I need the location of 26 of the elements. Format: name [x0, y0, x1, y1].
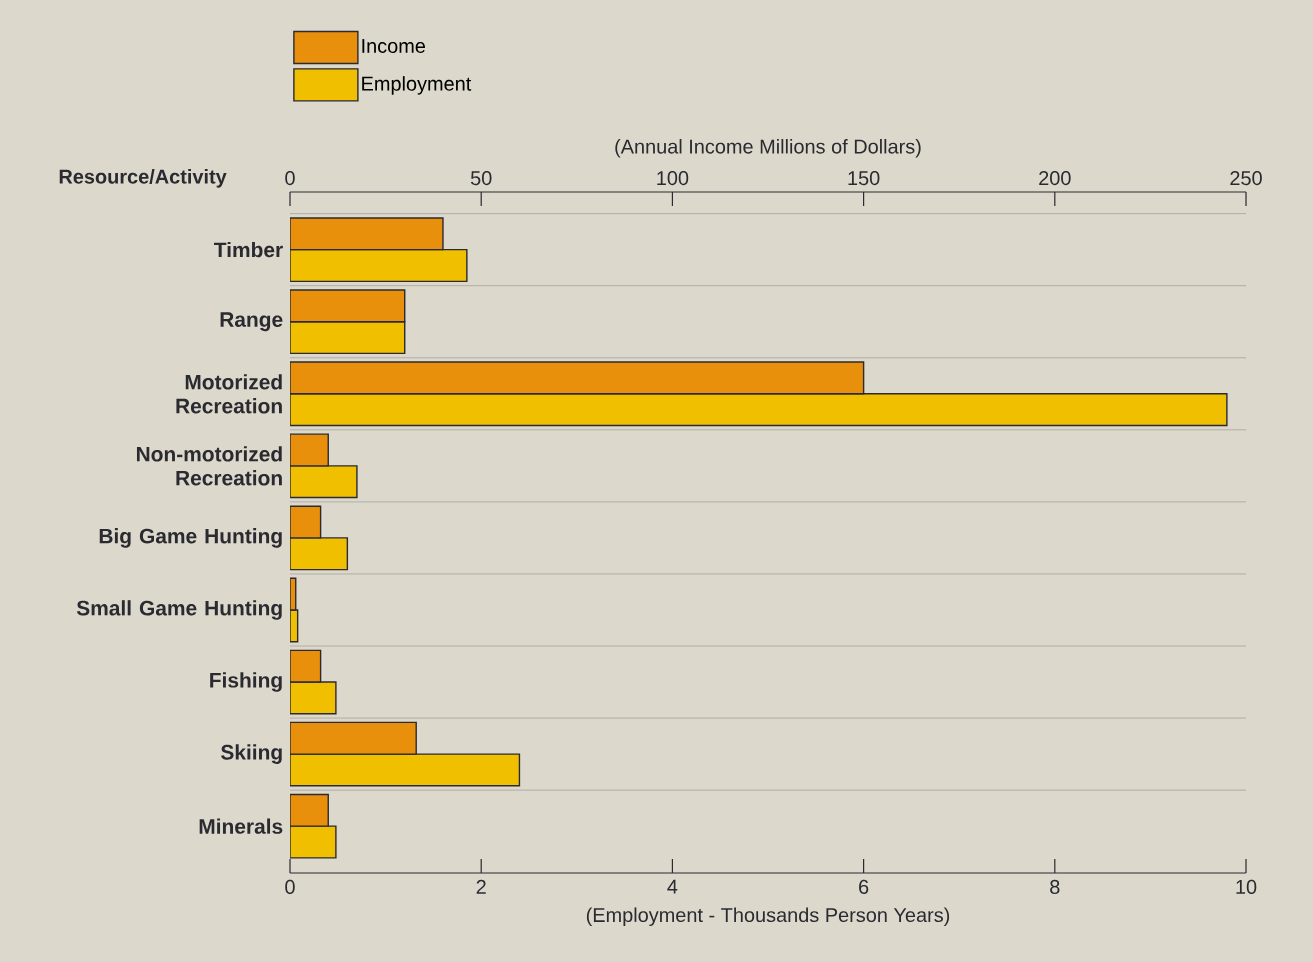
y-tick-label: Small Game Hunting — [76, 600, 282, 620]
x2-tick-label: 50 — [470, 171, 492, 186]
x2-tick-label: 150 — [848, 171, 880, 186]
x-tick-label: 0 — [285, 879, 295, 894]
y-axis-title: Resource/Activity — [59, 169, 227, 188]
y-tick-label: Big Game Hunting — [99, 528, 282, 548]
y-tick-label: Minerals — [199, 818, 283, 834]
x-tick-label: 10 — [1236, 879, 1257, 894]
x-tick-label: 2 — [476, 879, 486, 894]
x2-tick-label: 100 — [657, 171, 689, 186]
x-tick-label: 6 — [859, 879, 869, 894]
x-axis-title: (Employment - Thousands Person Years) — [586, 907, 950, 927]
x2-tick-label: 200 — [1039, 171, 1071, 186]
x-tick-label: 4 — [667, 879, 678, 894]
x-tick-label: 8 — [1050, 879, 1060, 894]
y-tick-label: Non-motorized Recreation — [136, 446, 282, 486]
x2-tick-label: 0 — [285, 171, 295, 186]
legend-label: Income — [362, 39, 426, 53]
y-tick-label: Range — [220, 312, 283, 332]
y-tick-label: Skiing — [220, 744, 282, 764]
x2-tick-label: 250 — [1230, 171, 1262, 186]
x2-axis-title: (Annual Income Millions of Dollars) — [615, 139, 921, 158]
y-tick-label: Fishing — [210, 672, 282, 692]
y-tick-label: Motorized Recreation — [176, 374, 282, 414]
legend-label: Employment — [362, 76, 472, 95]
y-tick-label: Timber — [214, 241, 283, 258]
